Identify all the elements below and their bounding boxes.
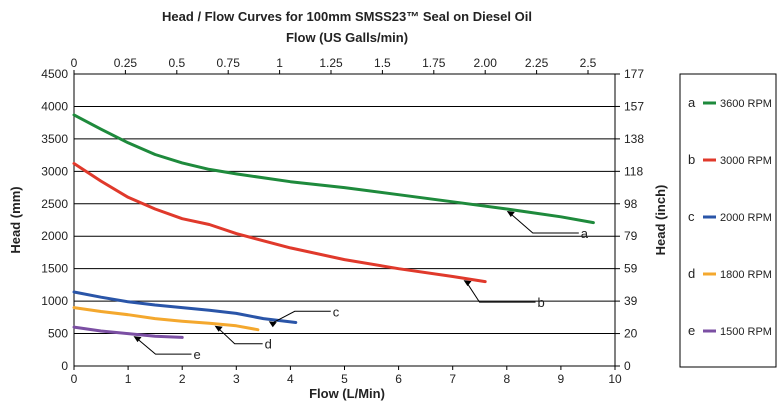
y-tick-label: 1500 [41,262,68,276]
x-tick-label: 8 [503,372,510,386]
x-tick-label: 1 [125,372,132,386]
legend-label-c: 2000 RPM [720,212,772,224]
y-tick-label: 3000 [41,164,68,178]
series-lines [72,113,595,339]
y2-tick-label: 79 [624,229,638,243]
x2-tick-label: 1 [276,56,283,70]
x2-tick-label: 0.5 [168,56,185,70]
callout-arrow-e [133,336,142,343]
y2-tick-label: 39 [624,294,638,308]
x2-axis-title: Flow (US Galls/min) [286,30,408,45]
callout-line-a [509,212,579,234]
y-tick-label: 3500 [41,132,68,146]
legend-label-e: 1500 RPM [720,326,772,338]
callout-line-b [466,281,536,303]
callout-arrow-b [463,280,472,287]
series-line-a [72,113,595,225]
callout-label-e: e [194,347,201,362]
callout-line-c [271,310,331,324]
y-tick-label: 0 [61,359,68,373]
x-tick-label: 2 [179,372,186,386]
series-line-c [72,290,298,324]
x-tick-label: 3 [233,372,240,386]
y-tick-label: 2000 [41,229,68,243]
callout-arrow-c [268,321,277,328]
x2-tick-label: 2.25 [525,56,549,70]
x-tick-label: 7 [449,372,456,386]
x-tick-label: 6 [395,372,402,386]
x2-tick-label: 1.5 [374,56,391,70]
legend-label-b: 3000 RPM [720,155,772,167]
y-tick-label: 1000 [41,294,68,308]
y-tick-label: 500 [48,327,68,341]
callout-arrow-a [506,210,515,217]
gridlines [74,73,615,367]
y-tick-label: 2500 [41,197,68,211]
y2-tick-label: 98 [624,197,638,211]
y-tick-label: 4000 [41,99,68,113]
x-tick-label: 9 [558,372,565,386]
legend-key-c: c [688,209,695,224]
axes: 0500100015002000250030003500400045000203… [41,56,644,386]
y-tick-label: 4500 [41,67,68,81]
x2-tick-label: 2.5 [580,56,597,70]
legend-key-b: b [688,152,695,167]
series-line-b [72,162,487,284]
callout-label-c: c [333,304,340,319]
callout-line-d [217,327,263,345]
y2-tick-label: 118 [624,164,643,178]
chart-title: Head / Flow Curves for 100mm SMSS23™ Sea… [162,9,532,24]
x-tick-label: 5 [341,372,348,386]
y2-tick-label: 138 [624,132,644,146]
legend-box [679,73,777,368]
legend-label-a: 3600 RPM [720,98,772,110]
legend: a 3600 RPM b 3000 RPM c 2000 RPM d 1800 RPM e 150… [679,73,777,368]
x2-tick-label: 0.25 [114,56,138,70]
callout-label-b: b [538,295,545,310]
y2-tick-label: 177 [624,67,644,81]
y2-tick-label: 20 [624,327,638,341]
callout-label-a: a [581,226,589,241]
x-axis-title: Flow (L/Min) [309,386,385,401]
series-callouts: a b c d e [133,210,589,362]
y2-tick-label: 59 [624,262,638,276]
x-tick-label: 0 [71,372,78,386]
y2-tick-label: 157 [624,99,644,113]
x2-tick-label: 0 [71,56,78,70]
legend-key-d: d [688,266,695,281]
legend-key-e: e [688,323,695,338]
y2-tick-label: 0 [624,359,631,373]
y2-axis-title: Head (inch) [653,185,668,256]
x-tick-label: 10 [608,372,622,386]
x2-tick-label: 1.75 [422,56,446,70]
callout-line-e [136,337,192,355]
series-line-d [72,306,260,332]
legend-label-d: 1800 RPM [720,269,772,281]
callout-label-d: d [265,337,272,352]
x2-tick-label: 1.25 [319,56,343,70]
legend-key-a: a [688,95,696,110]
series-line-e [72,325,184,339]
x-tick-label: 4 [287,372,294,386]
callout-arrow-d [214,325,223,332]
y-axis-title: Head (mm) [8,186,23,253]
x2-tick-label: 0.75 [217,56,241,70]
x2-tick-label: 2.00 [474,56,498,70]
